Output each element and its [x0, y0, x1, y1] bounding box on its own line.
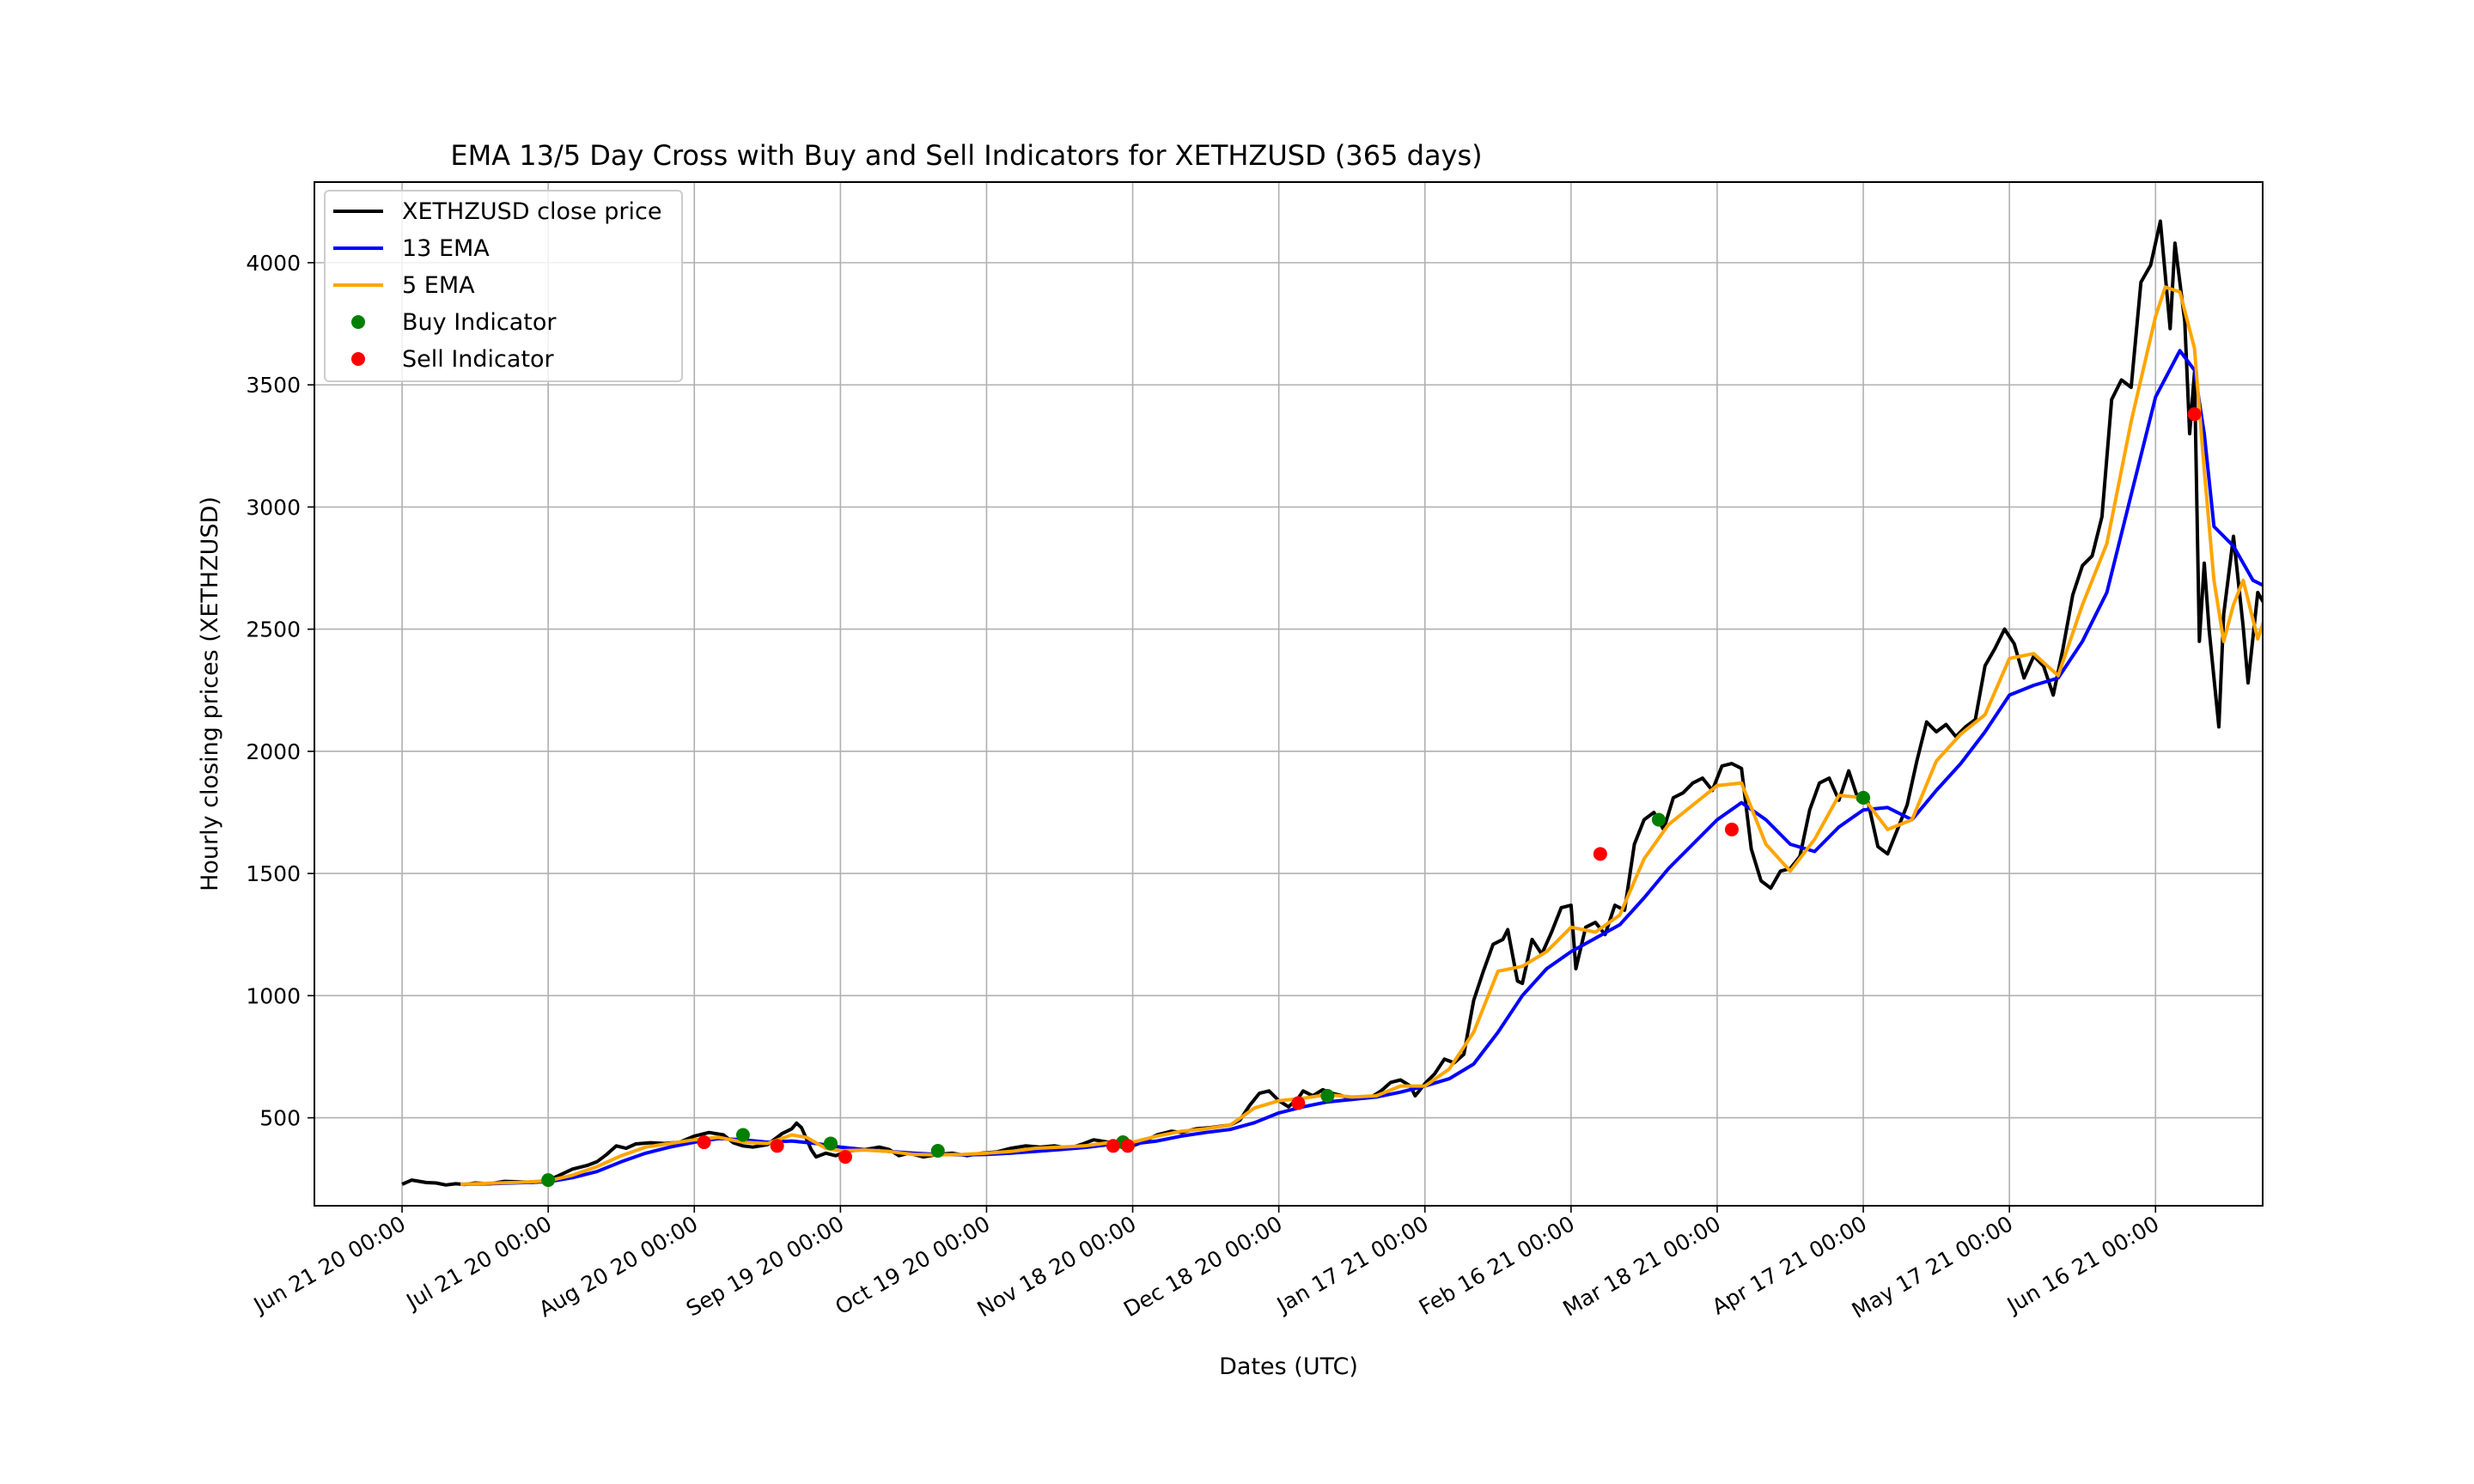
buy-indicator-point [1320, 1088, 1335, 1103]
axes-frame [314, 181, 2264, 1207]
y-tick-label: 3500 [246, 373, 301, 398]
sell-indicator-point [1724, 822, 1739, 836]
sell-indicator-point [770, 1139, 784, 1153]
grid [314, 182, 2263, 1206]
y-tick-label: 500 [259, 1106, 301, 1131]
legend-box [324, 190, 683, 382]
y-tick-label: 1500 [246, 861, 301, 886]
buy-indicator-point [1856, 790, 1871, 805]
sell-indicator-point [838, 1150, 853, 1165]
series-line-ema5 [460, 285, 2263, 1186]
y-tick-label: 2500 [246, 617, 301, 642]
y-tick-label: 2000 [246, 739, 301, 764]
sell-indicator-point [1120, 1139, 1135, 1153]
y-tick-label: 4000 [246, 251, 301, 276]
sell-indicator-point [1291, 1096, 1306, 1110]
x-axis-label: Dates (UTC) [1219, 1353, 1358, 1380]
buy-indicator-point [930, 1143, 945, 1158]
plot-clip-group [401, 219, 2263, 1188]
sell-indicator-point [1106, 1139, 1120, 1153]
buy-indicator-point [1651, 812, 1666, 827]
legend-swatch-buy [351, 315, 365, 329]
series-line-ema13 [460, 349, 2263, 1186]
y-tick-label: 3000 [246, 495, 301, 520]
legend-label-sell: Sell Indicator [402, 346, 555, 373]
legend: XETHZUSD close price 13 EMA 5 EMA Buy Indic… [324, 190, 683, 382]
sell-indicator-point [697, 1135, 711, 1150]
sell-indicator-point [1593, 847, 1607, 861]
plot-area [401, 219, 2263, 1188]
y-axis: 500 1000 1500 2000 2500 3000 3500 4000 [246, 251, 314, 1131]
buy-indicator-point [824, 1136, 838, 1151]
y-axis-label: Hourly closing prices (XETHZUSD) [197, 496, 223, 891]
chart-title: EMA 13/5 Day Cross with Buy and Sell Ind… [450, 139, 1482, 172]
series-line-close [401, 219, 2263, 1187]
legend-label-ema13: 13 EMA [402, 235, 490, 262]
legend-label-ema5: 5 EMA [402, 272, 475, 299]
buy-indicator-point [735, 1128, 750, 1142]
legend-label-close: XETHZUSD close price [402, 198, 661, 225]
legend-label-buy: Buy Indicator [402, 309, 557, 336]
sell-indicator-point [2187, 407, 2202, 422]
y-tick-label: 1000 [246, 983, 301, 1008]
buy-indicator-point [541, 1173, 556, 1188]
legend-swatch-sell [351, 352, 365, 366]
